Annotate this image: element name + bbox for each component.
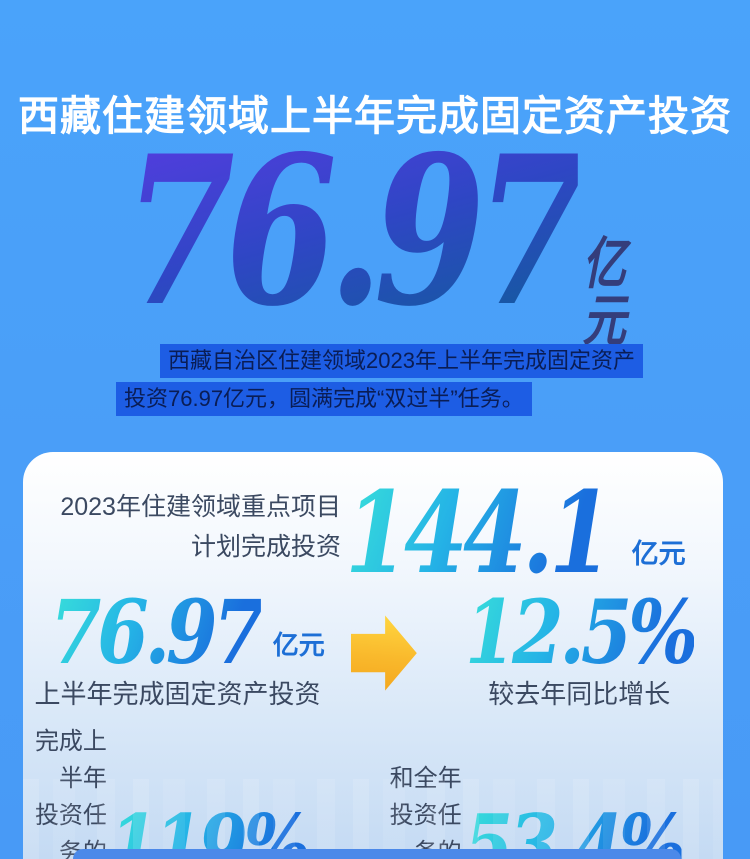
summary-paragraph: 西藏自治区住建领域2023年上半年完成固定资产 投资76.97亿元，圆满完成“双… (116, 342, 656, 418)
hero-unit: 亿 元 (582, 231, 627, 355)
mid-comparison-row: 76.97 亿元 上半年完成固定资产投资 12.5% 较去年同比增长 (23, 580, 723, 711)
hero-stat: 76.97 亿 元 (0, 112, 750, 355)
mid-right-stat: 12.5% 较去年同比增长 (443, 580, 716, 711)
mid-left-stat: 76.97 亿元 上半年完成固定资产投资 (30, 580, 325, 711)
mid-left-value: 76.97 (50, 580, 265, 685)
mid-left-unit: 亿元 (272, 629, 325, 660)
full-year-task-stat: 和全年 投资任务的 53.4% (380, 760, 723, 859)
summary-highlight-2: 投资76.97亿元，圆满完成“双过半”任务。 (116, 382, 532, 416)
right-arrow-icon (350, 615, 417, 691)
plan-investment-row: 2023年住建领域重点项目 计划完成投资 144.1 亿元 (23, 468, 723, 599)
half-year-task-label-line-2: 投资任务的 (34, 801, 107, 859)
summary-line-2: 投资76.97亿元，圆满完成“双过半”任务。 (116, 380, 656, 418)
mid-left-value-line: 76.97 亿元 (30, 580, 325, 685)
full-year-task-label-line-1: 和全年 (389, 764, 462, 792)
plan-label-line-2: 计划完成投资 (190, 533, 341, 562)
mid-right-value: 12.5% (464, 580, 698, 685)
plan-unit: 亿元 (631, 539, 686, 570)
hero-stat-inner: 76.97 亿 元 (123, 112, 627, 355)
mid-left-caption: 上半年完成固定资产投资 (34, 678, 321, 709)
page-title: 西藏住建领域上半年完成固定资产投资 (18, 93, 732, 139)
mid-right-value-line: 12.5% (443, 580, 716, 685)
plan-value: 144.1 (344, 468, 613, 599)
mid-right-caption: 较去年同比增长 (488, 678, 671, 709)
plan-label: 2023年住建领域重点项目 计划完成投资 (60, 487, 341, 567)
half-year-task-label-line-1: 完成上半年 (34, 727, 107, 792)
summary-highlight-1: 西藏自治区住建领域2023年上半年完成固定资产 (160, 344, 643, 378)
skyline-watermark (23, 779, 723, 859)
hero-value: 76.97 (123, 112, 587, 352)
hero-unit-char-2: 元 (582, 288, 627, 355)
next-section-bar (73, 849, 681, 859)
half-year-task-label: 完成上半年 投资任务的 (23, 723, 107, 859)
summary-line-1: 西藏自治区住建领域2023年上半年完成固定资产 (160, 342, 656, 380)
full-year-task-label: 和全年 投资任务的 (380, 760, 462, 859)
hero-unit-char-1: 亿 (582, 231, 627, 297)
stats-card: 2023年住建领域重点项目 计划完成投资 144.1 亿元 76.97 亿元 上… (23, 452, 723, 859)
plan-label-line-1: 2023年住建领域重点项目 (60, 493, 341, 522)
